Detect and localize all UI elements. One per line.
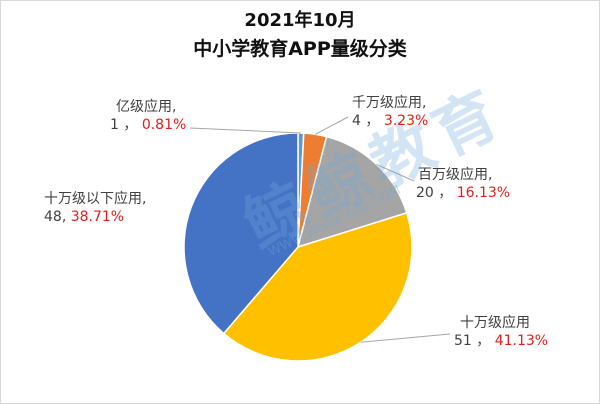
- leader-line-0: [189, 127, 301, 134]
- pie-slice-4: [183, 132, 299, 335]
- label-sw-value: 51 ，: [454, 333, 491, 349]
- label-bw-percent: 16.13%: [456, 185, 511, 201]
- pie-slice-2: [296, 135, 408, 249]
- chart-title-line1: 2021年10月: [244, 10, 356, 31]
- label-sw: 十万级应用 51 ， 41.13%: [454, 314, 548, 350]
- label-qw-value: 4 ，: [352, 113, 380, 129]
- label-yi-name: 亿级应用,: [116, 99, 177, 115]
- label-sx: 十万级以下应用, 48, 38.71%: [44, 190, 146, 226]
- leader-line-3: [360, 333, 451, 343]
- label-qw: 千万级应用, 4 ， 3.23%: [352, 94, 428, 130]
- label-sw-name: 十万级应用: [460, 315, 530, 331]
- label-yi-percent: 0.81%: [141, 117, 187, 133]
- label-qw-name: 千万级应用,: [352, 95, 427, 111]
- label-bw-value: 20 ，: [416, 185, 453, 201]
- chart-title-line2: 中小学教育APP量级分类: [193, 38, 407, 60]
- label-yi: 亿级应用, 1 ， 0.81%: [110, 98, 187, 134]
- label-sx-percent: 38.71%: [70, 209, 125, 225]
- label-sw-percent: 41.13%: [494, 333, 549, 349]
- leader-line-2: [376, 163, 415, 182]
- label-sx-name: 十万级以下应用,: [44, 191, 147, 207]
- leader-line-1: [315, 116, 349, 135]
- label-bw: 百万级应用, 20 ， 16.13%: [416, 166, 510, 202]
- label-sx-value: 48,: [44, 209, 67, 225]
- label-qw-percent: 3.23%: [383, 113, 429, 129]
- label-yi-value: 1 ，: [110, 117, 138, 133]
- label-bw-name: 百万级应用,: [418, 167, 493, 183]
